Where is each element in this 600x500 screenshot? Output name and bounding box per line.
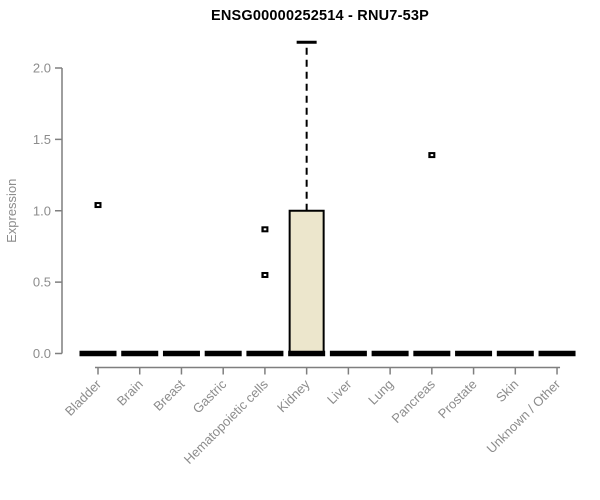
x-tick-label: Gastric [190,376,230,416]
outlier-point-center [263,228,267,231]
median-line [329,350,367,357]
median-line [246,350,284,357]
x-tick-label: Skin [493,377,521,405]
chart-title: ENSG00000252514 - RNU7-53P [211,8,429,24]
median-line [162,350,200,357]
x-tick-label: Pancreas [389,376,439,426]
median-line [371,350,409,357]
median-line [496,350,534,357]
median-line [79,350,117,357]
outlier-point-center [263,273,267,276]
y-tick-label: 1.0 [33,203,51,218]
median-line [455,350,493,357]
x-tick-label: Lung [365,377,396,408]
x-tick-label: Unknown / Other [484,376,564,456]
x-tick-label: Breast [150,376,187,413]
x-tick-label: Kidney [274,376,313,415]
y-tick-label: 0.5 [33,275,51,290]
y-axis-title: Expression [4,179,19,243]
x-tick-label: Bladder [62,376,105,419]
median-line [288,350,326,357]
y-tick-label: 1.5 [33,132,51,147]
x-tick-label: Brain [114,377,146,409]
box [288,209,325,355]
median-line [413,350,451,357]
median-line [204,350,242,357]
y-tick-label: 2.0 [33,61,51,76]
median-line [121,350,159,357]
outlier-point-center [430,154,434,157]
y-tick-label: 0.0 [33,346,51,361]
x-tick-label: Prostate [435,377,480,422]
median-line [538,350,576,357]
outlier-point-center [96,204,100,207]
x-tick-label: Liver [324,376,355,407]
